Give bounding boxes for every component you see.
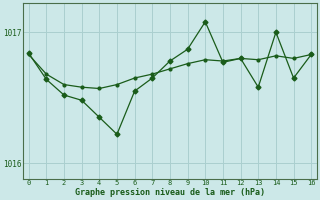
X-axis label: Graphe pression niveau de la mer (hPa): Graphe pression niveau de la mer (hPa) (75, 188, 265, 197)
